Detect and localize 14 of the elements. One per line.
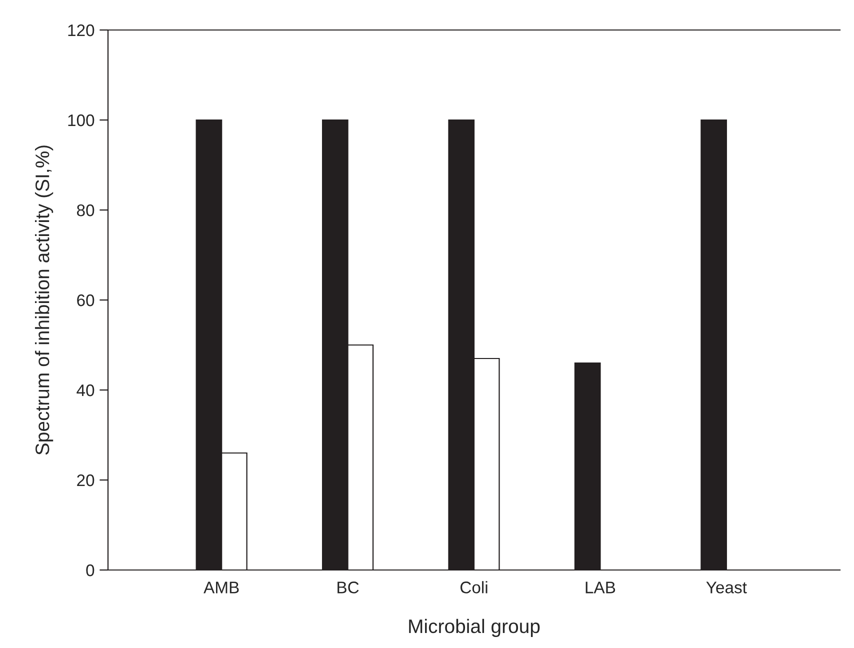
y-axis-title: Spectrum of inhibition activity (SI,%) xyxy=(34,146,54,455)
y-tick-label: 120 xyxy=(68,24,94,36)
x-tick-label: BC xyxy=(338,582,359,594)
y-tick-label: 0 xyxy=(86,564,94,576)
x-tick-label: Yeast xyxy=(706,582,747,594)
y-tick-label: 20 xyxy=(77,474,94,486)
x-axis-title: Microbial group xyxy=(409,618,540,637)
y-tick-label: 80 xyxy=(76,204,94,216)
y-tick-label: 100 xyxy=(68,114,94,126)
x-tick-label: LAB xyxy=(586,582,616,594)
y-tick-label: 40 xyxy=(76,384,94,396)
x-tick-label: AMB xyxy=(204,582,239,594)
y-tick-label: 60 xyxy=(77,294,94,306)
x-tick-label: Coli xyxy=(460,581,488,594)
